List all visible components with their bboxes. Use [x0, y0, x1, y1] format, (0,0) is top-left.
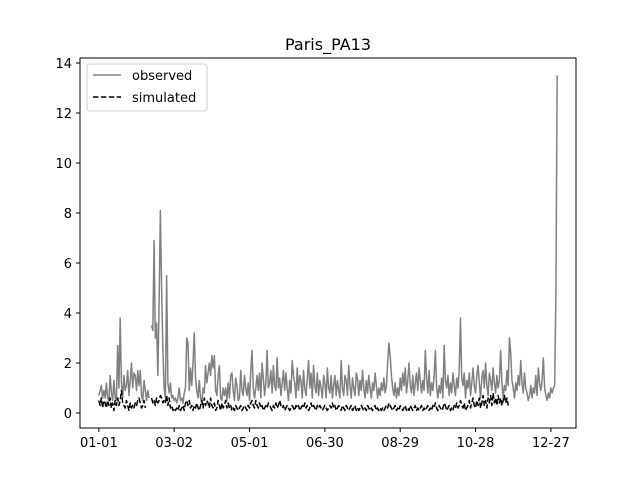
y-tick-label: 0 [64, 407, 72, 422]
y-tick-label: 8 [64, 207, 72, 222]
x-tick-label: 03-02 [155, 436, 193, 451]
y-tick-label: 10 [55, 157, 72, 172]
x-tick-label: 10-28 [457, 436, 495, 451]
y-tick-label: 12 [55, 107, 72, 122]
y-tick-label: 4 [64, 307, 72, 322]
x-tick-label: 06-30 [306, 436, 344, 451]
y-tick-label: 2 [64, 357, 72, 372]
legend-label-observed: observed [132, 69, 192, 84]
chart-title: Paris_PA13 [285, 35, 371, 55]
series-line-simulated [98, 389, 509, 412]
plot-frame [79, 57, 577, 429]
y-tick-label: 14 [55, 57, 72, 72]
x-tick-label: 08-29 [381, 436, 419, 451]
x-tick-label: 01-01 [80, 436, 118, 451]
series-line-observed [98, 75, 558, 404]
y-tick-label: 6 [64, 257, 72, 272]
legend: observed simulated [86, 63, 208, 112]
axis-layer: 01-01 03-02 05-01 06-30 08-29 10-28 12-27 0 2 4 6 8… [55, 57, 569, 451]
series-layer [98, 75, 558, 412]
legend-label-simulated: simulated [132, 91, 196, 106]
x-tick-label: 12-27 [532, 436, 570, 451]
x-tick-label: 05-01 [231, 436, 269, 451]
